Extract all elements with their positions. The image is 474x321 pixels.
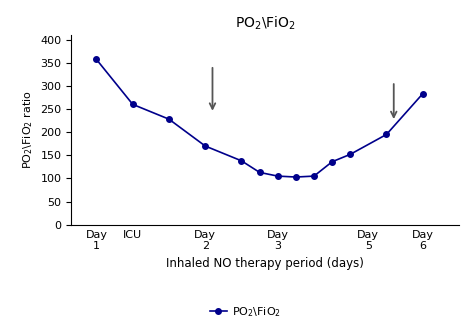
Legend: PO$_2$\FiO$_2$: PO$_2$\FiO$_2$ bbox=[206, 301, 286, 321]
Y-axis label: PO$_2$\FiO$_2$ ratio: PO$_2$\FiO$_2$ ratio bbox=[21, 91, 35, 169]
X-axis label: Inhaled NO therapy period (days): Inhaled NO therapy period (days) bbox=[166, 257, 364, 270]
Title: PO$_2$\FiO$_2$: PO$_2$\FiO$_2$ bbox=[235, 15, 295, 32]
